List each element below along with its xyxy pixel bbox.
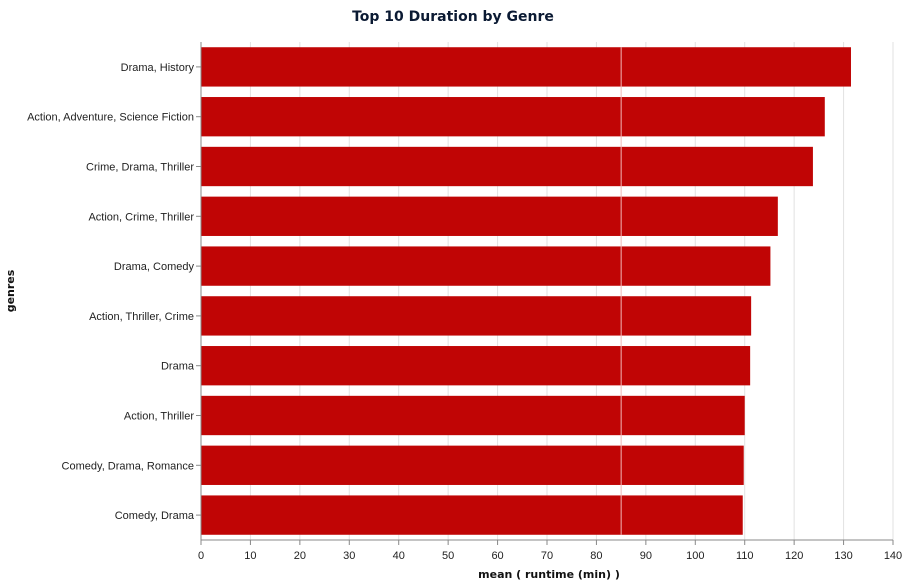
x-tick-label: 90 (640, 550, 652, 562)
x-tick-label: 10 (244, 550, 256, 562)
x-tick-label: 0 (198, 550, 204, 562)
x-tick-label: 110 (736, 550, 754, 562)
bar (201, 146, 813, 187)
x-tick-label: 100 (686, 550, 704, 562)
y-axis: Drama, History Action, Adventure, Science… (27, 42, 202, 540)
bar (201, 196, 778, 236)
bar (201, 346, 751, 386)
bar (201, 495, 743, 535)
x-tick-label: 80 (590, 550, 602, 562)
chart-title: Top 10 Duration by Genre (352, 9, 554, 25)
y-tick-label: Crime, Drama, Thriller (86, 162, 194, 174)
y-tick-label: Action, Crime, Thriller (88, 211, 194, 223)
bar (201, 97, 825, 137)
bar (201, 47, 851, 87)
x-tick-label: 40 (393, 550, 405, 562)
x-tick-label: 20 (294, 550, 306, 562)
y-tick-label: Comedy, Drama (115, 510, 195, 522)
bar (201, 445, 744, 485)
y-tick-label: Action, Thriller (124, 411, 194, 423)
x-tick-label: 120 (785, 550, 803, 562)
y-axis-title: genres (4, 269, 17, 312)
x-tick-label: 60 (491, 550, 503, 562)
bars (201, 47, 851, 535)
y-tick-label: Action, Adventure, Science Fiction (27, 112, 194, 124)
bar (201, 395, 745, 436)
y-tick-label: Comedy, Drama, Romance (62, 460, 194, 472)
x-tick-label: 30 (343, 550, 355, 562)
x-tick-label: 130 (834, 550, 852, 562)
y-tick-label: Drama, Comedy (114, 261, 195, 273)
x-tick-label: 140 (884, 550, 902, 562)
x-axis-title: mean ( runtime (min) ) (478, 568, 620, 581)
x-tick-label: 50 (442, 550, 454, 562)
bar (201, 296, 752, 336)
bar (201, 246, 771, 286)
y-tick-label: Action, Thriller, Crime (89, 311, 194, 323)
x-axis: 0 10 20 30 40 50 60 70 80 90 100 110 120 130 140 (198, 539, 902, 562)
x-tick-label: 70 (541, 550, 553, 562)
y-tick-label: Drama (161, 361, 195, 373)
y-tick-label: Drama, History (121, 62, 195, 74)
